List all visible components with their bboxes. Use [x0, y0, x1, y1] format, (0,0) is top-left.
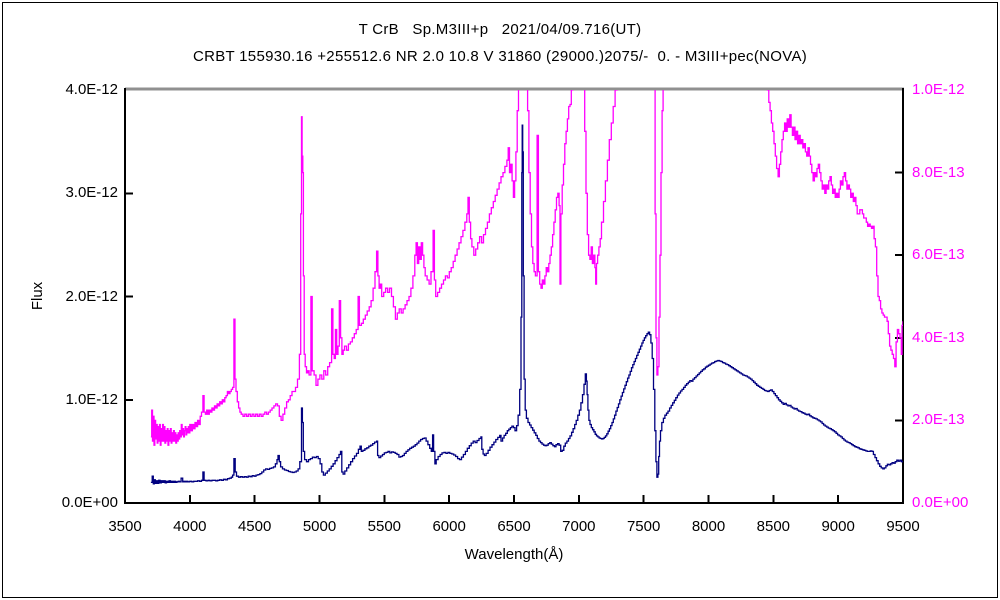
left-axis-tick-label: 2.0E-12 [65, 287, 118, 305]
x-axis-tick-label: 7000 [562, 518, 596, 535]
x-axis-tick-label: 9500 [886, 518, 920, 535]
x-axis-tick-label: 9000 [821, 518, 855, 535]
x-axis-tick-label: 6500 [497, 518, 531, 535]
x-axis-tick-label: 6000 [432, 518, 466, 535]
right-axis-tick-label: 4.0E-13 [912, 328, 965, 346]
x-axis-tick-label: 4000 [173, 518, 207, 535]
x-axis-tick-label: 7500 [626, 518, 661, 535]
right-axis-tick-label: 1.0E-12 [912, 81, 965, 98]
right-axis-tick-label: 6.0E-13 [912, 246, 965, 264]
x-axis-tick-label: 4500 [237, 518, 272, 535]
spectrum-navy-curve [150, 124, 903, 485]
x-axis-tick-label: 8000 [691, 518, 726, 535]
right-axis-tick-label: 2.0E-13 [912, 411, 965, 429]
chart-subtitle: CRBT 155930.16 +255512.6 NR 2.0 10.8 V 3… [192, 48, 808, 65]
left-axis-tick-label: 0.0E+00 [61, 494, 118, 511]
left-axis-tick-label: 4.0E-12 [65, 81, 118, 98]
x-axis-tick-label: 8500 [756, 518, 791, 535]
left-axis-tick-label: 1.0E-12 [65, 390, 118, 408]
spectrum-magenta-curve [150, 90, 903, 446]
x-axis-tick-label: 3500 [108, 518, 142, 535]
right-axis-tick-label: 8.0E-13 [912, 163, 965, 181]
x-axis-label-wavelength: Wavelength(Å) [464, 546, 564, 563]
x-axis-tick-label: 5000 [302, 518, 337, 535]
left-axis-tick-label: 3.0E-12 [65, 184, 118, 202]
chart-title: T CrB Sp.M3III+p 2021/04/09.716(UT) [358, 21, 642, 38]
right-axis-tick-label: 0.0E+00 [912, 494, 969, 511]
x-axis-tick-label: 5500 [367, 518, 402, 535]
